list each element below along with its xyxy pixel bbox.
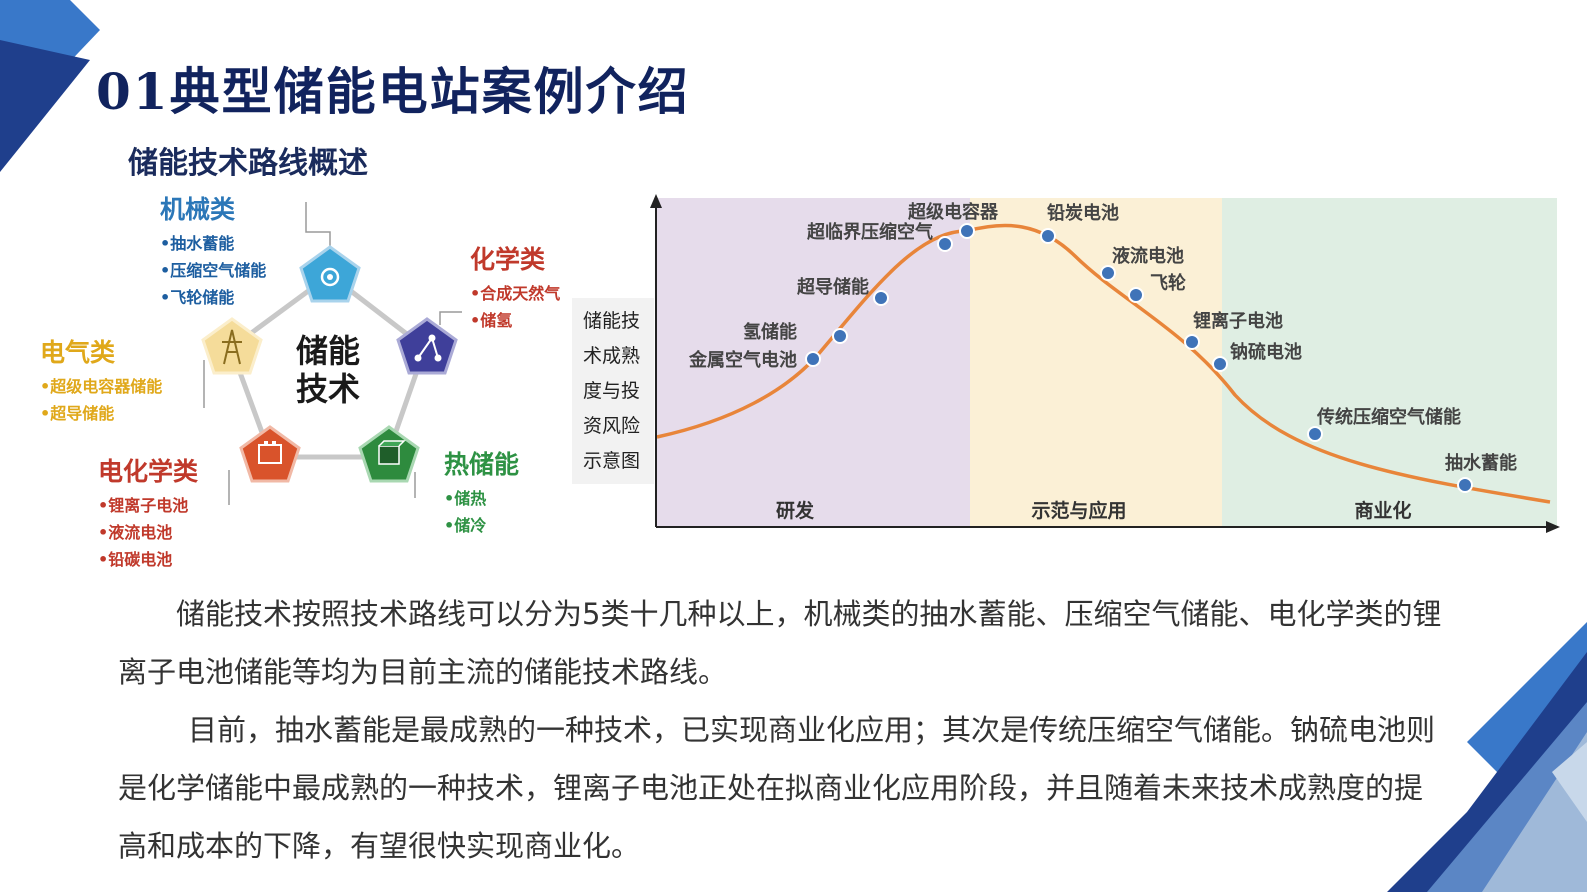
- battery-icon: [239, 425, 301, 483]
- category-item: 储热: [444, 485, 519, 512]
- data-point-marker: [873, 290, 889, 306]
- chart-caption: 储能技 术成熟 度与投 资风险 示意图: [572, 298, 654, 484]
- data-point-marker: [1212, 356, 1228, 372]
- category-item: 储冷: [444, 512, 519, 539]
- data-point-label: 氢储能: [743, 321, 797, 343]
- category-item: 液流电池: [98, 519, 198, 546]
- category-chemical: 化学类 合成天然气 储氢: [470, 240, 560, 334]
- data-point-marker: [1128, 287, 1144, 303]
- data-point-marker: [1100, 265, 1116, 281]
- section-title: 储能技术路线概述: [128, 146, 368, 181]
- data-point-label: 铅炭电池: [1047, 202, 1119, 224]
- data-point-marker: [805, 351, 821, 367]
- category-item: 合成天然气: [470, 280, 560, 307]
- chart-axes: [650, 194, 1560, 533]
- category-item: 抽水蓄能: [160, 230, 266, 257]
- category-item: 铅碳电池: [98, 546, 198, 573]
- body-text: 储能技术按照技术路线可以分为5类十几种以上，机械类的抽水蓄能、压缩空气储能、电化…: [118, 585, 1448, 875]
- category-title: 机械类: [160, 195, 236, 224]
- chart-caption-line: 示意图: [583, 450, 641, 472]
- y-axis-arrow-icon: [650, 194, 662, 208]
- diagram-center-line1: 储能: [296, 332, 360, 370]
- corner-decoration-bottom-right: [1387, 622, 1587, 892]
- category-electrical: 电气类 超级电容器储能 超导储能: [40, 333, 162, 427]
- category-item: 储氢: [470, 307, 560, 334]
- chart-caption-line: 储能技: [583, 310, 641, 332]
- data-point-label: 超临界压缩空气: [807, 221, 933, 243]
- data-point-label: 超级电容器: [908, 201, 999, 223]
- molecule-icon: [396, 317, 458, 375]
- storage-category-diagram: 储能 技术 机械类 抽水蓄能 压缩空气储能 飞轮储能 化学类 合成天然气 储氢 …: [30, 180, 590, 575]
- data-point-marker: [1184, 334, 1200, 350]
- diagram-center-line2: 技术: [296, 370, 360, 408]
- category-item: 压缩空气储能: [160, 257, 266, 284]
- data-point-label: 飞轮: [1150, 272, 1186, 294]
- stage-label: 商业化: [1354, 499, 1411, 522]
- heat-cube-icon: [358, 425, 420, 483]
- data-point-marker: [1040, 228, 1056, 244]
- category-item: 飞轮储能: [160, 284, 266, 311]
- category-item: 超导储能: [40, 400, 162, 427]
- stage-band: [970, 198, 1222, 527]
- chart-caption-line: 度与投: [583, 380, 641, 402]
- data-point-label: 超导储能: [797, 276, 869, 298]
- stage-label: 研发: [776, 499, 815, 522]
- data-point-marker: [1307, 426, 1323, 442]
- data-point-marker: [1457, 477, 1473, 493]
- category-item: 锂离子电池: [98, 492, 198, 519]
- data-point-label: 金属空气电池: [688, 349, 797, 371]
- data-point-label: 钠硫电池: [1230, 341, 1302, 363]
- data-point-label: 抽水蓄能: [1445, 452, 1517, 474]
- chart-caption-line: 术成熟: [583, 345, 641, 367]
- category-title: 热储能: [444, 450, 520, 479]
- corner-decoration-top-left: [0, 0, 100, 172]
- gear-icon: [299, 245, 361, 303]
- body-paragraph: 目前，抽水蓄能是最成熟的一种技术，已实现商业化应用；其次是传统压缩空气储能。钠硫…: [118, 713, 1436, 863]
- pentagon-graphic: 储能 技术: [201, 202, 462, 505]
- x-axis-arrow-icon: [1546, 521, 1560, 533]
- stage-label: 示范与应用: [1031, 499, 1126, 522]
- data-point-marker: [959, 223, 975, 239]
- slide-title: 01典型储能电站案例介绍: [96, 62, 690, 121]
- body-paragraph: 储能技术按照技术路线可以分为5类十几种以上，机械类的抽水蓄能、压缩空气储能、电化…: [118, 597, 1442, 689]
- chart-caption-line: 资风险: [583, 415, 641, 437]
- data-point-marker: [832, 328, 848, 344]
- category-thermal: 热储能 储热 储冷: [444, 445, 519, 539]
- data-point-label: 传统压缩空气储能: [1316, 406, 1461, 428]
- data-point-marker: [937, 236, 953, 252]
- category-mechanical: 机械类 抽水蓄能 压缩空气储能 飞轮储能: [160, 190, 266, 311]
- category-item: 超级电容器储能: [40, 373, 162, 400]
- category-title: 化学类: [470, 245, 546, 274]
- power-tower-icon: [201, 317, 263, 375]
- category-title: 电气类: [40, 338, 116, 367]
- category-title: 电化学类: [98, 457, 199, 486]
- category-electrochemical: 电化学类 锂离子电池 液流电池 铅碳电池: [98, 452, 198, 573]
- data-point-label: 锂离子电池: [1193, 310, 1283, 332]
- data-point-label: 液流电池: [1112, 245, 1184, 267]
